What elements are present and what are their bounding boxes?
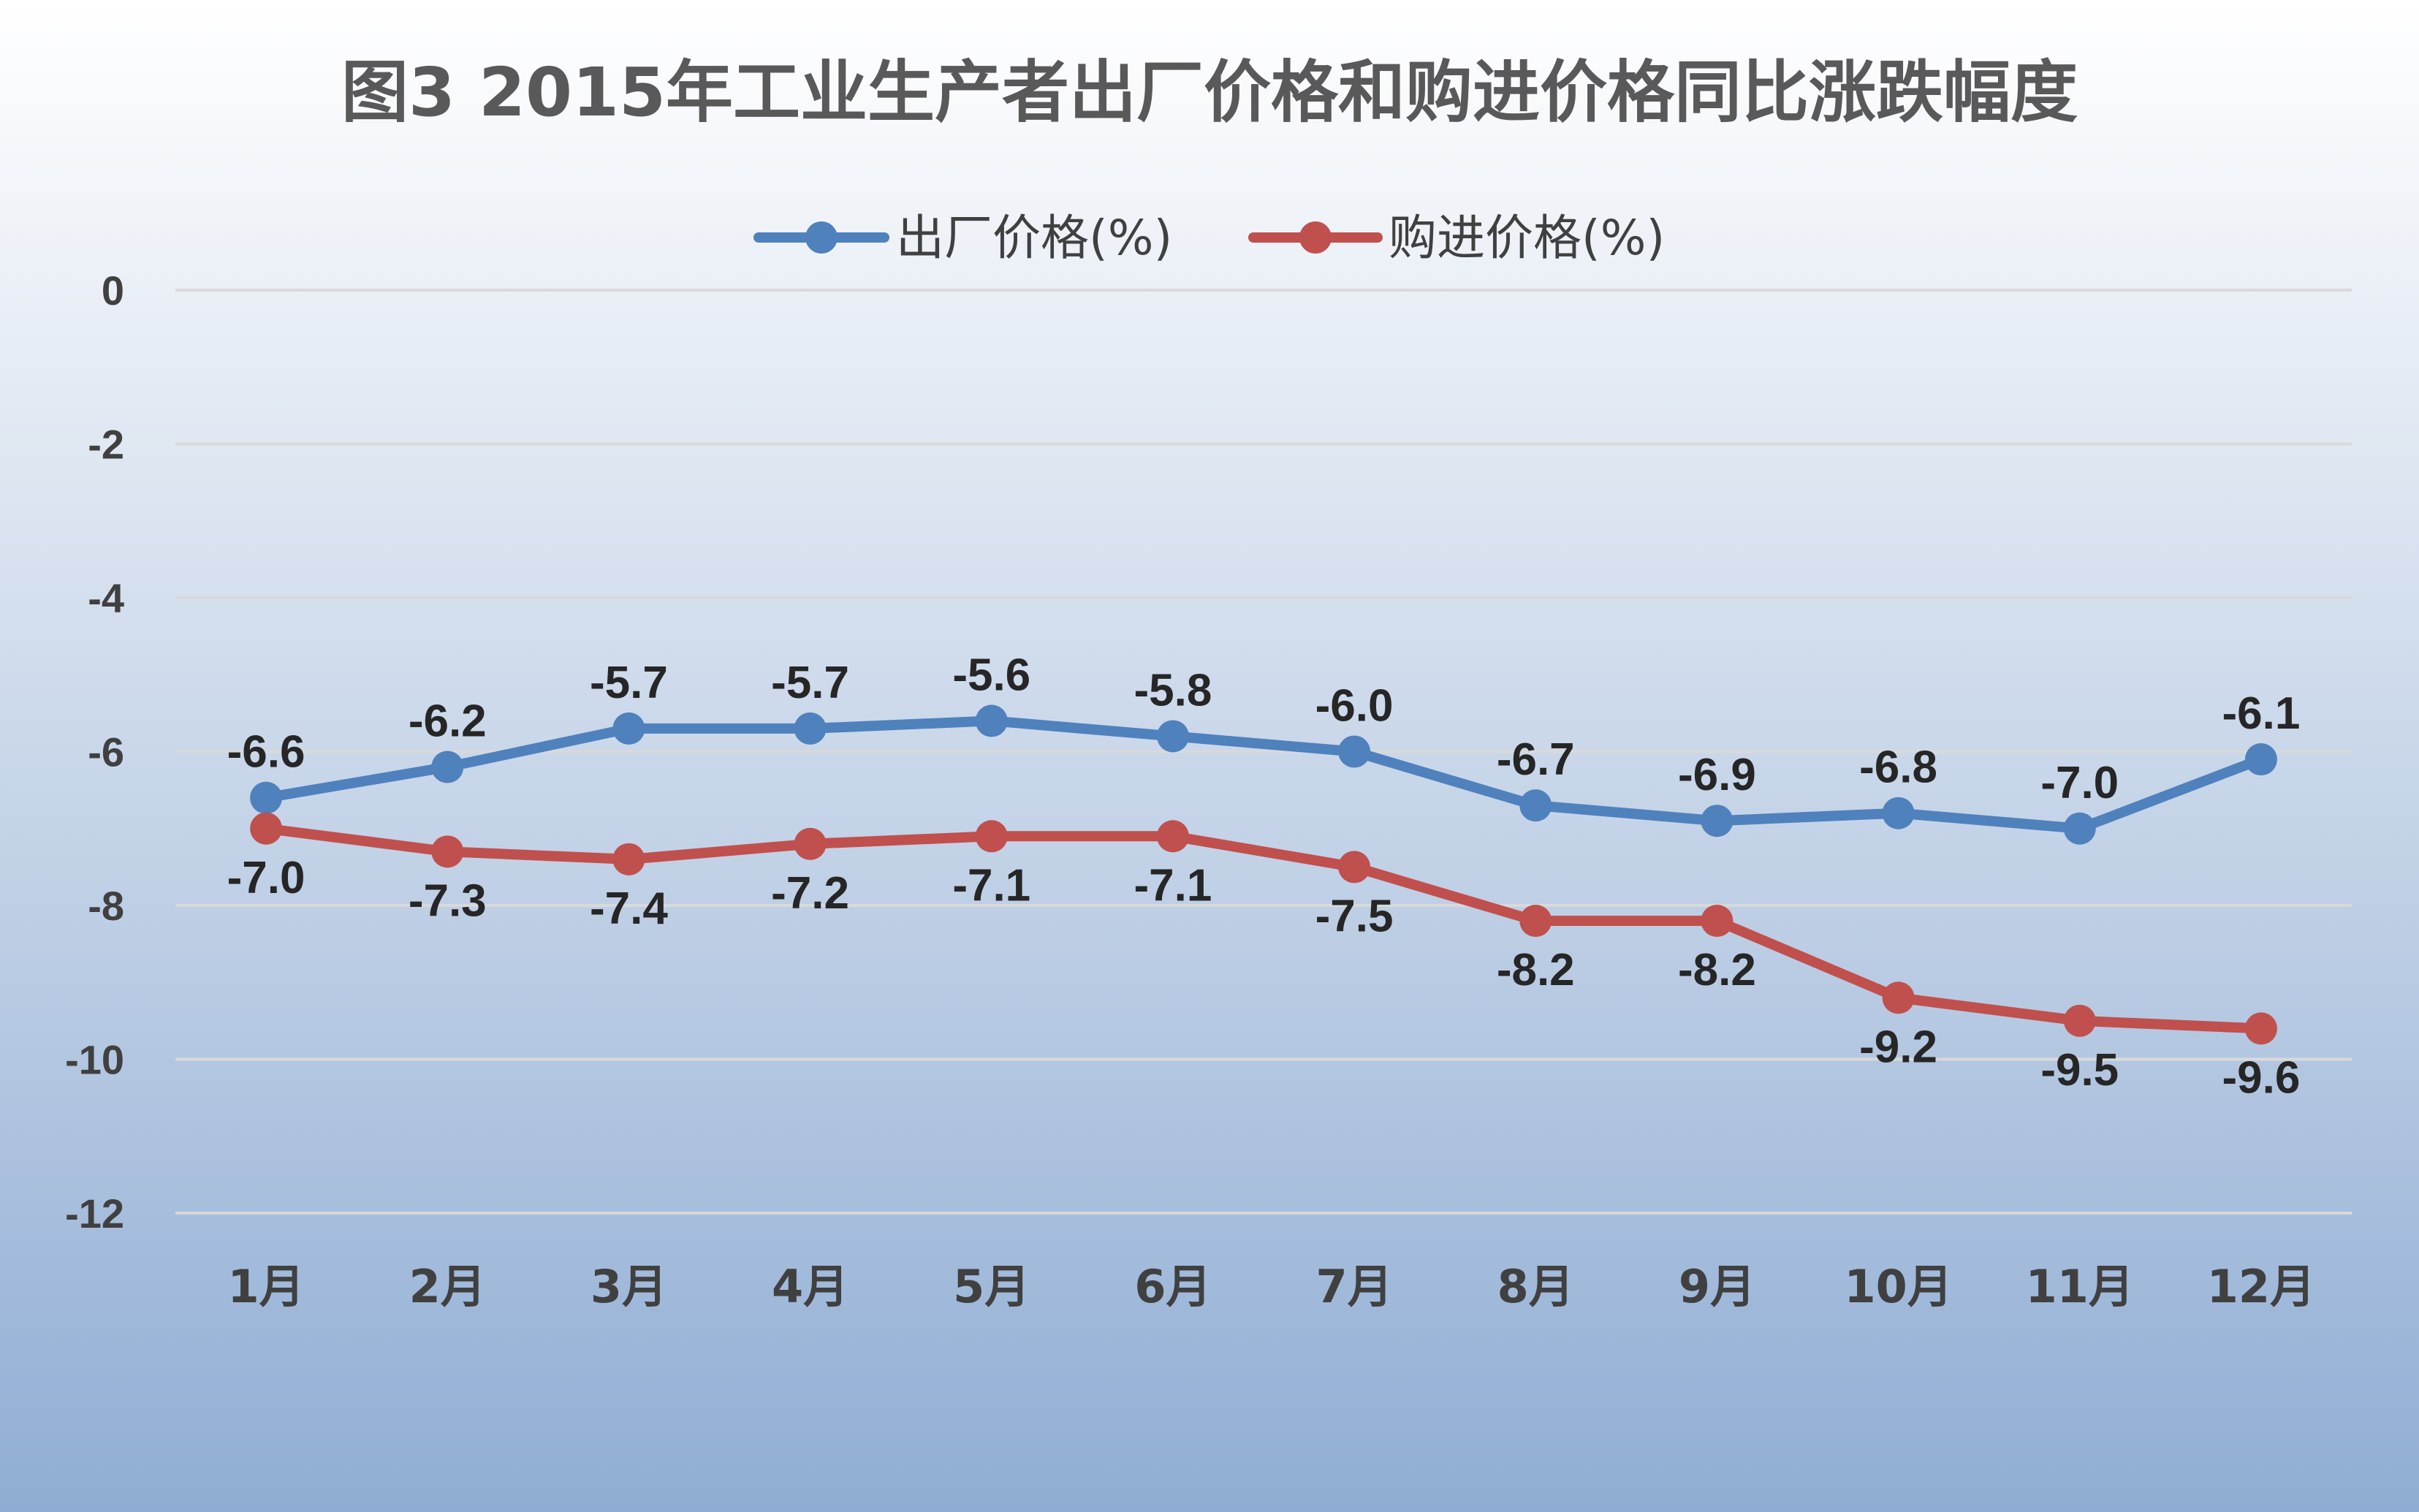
x-tick-label: 2月 <box>409 1260 486 1313</box>
data-point[interactable] <box>2244 1012 2277 1045</box>
y-tick-label: -2 <box>88 422 124 468</box>
data-point[interactable] <box>1519 905 1552 938</box>
legend: 出厂价格(%) 购进价格(%) <box>753 210 1665 266</box>
legend-label-purchase-price: 购进价格(%) <box>1389 210 1665 266</box>
series-line-0 <box>261 715 2266 834</box>
chart-title: 图3 2015年工业生产者出厂价格和购进价格同比涨跌幅度 <box>341 53 2078 132</box>
data-point[interactable] <box>794 712 827 745</box>
data-label: -8.2 <box>1678 945 1756 995</box>
series <box>250 704 2277 1045</box>
x-tick-label: 12月 <box>2207 1260 2315 1313</box>
x-tick-label: 11月 <box>2026 1260 2134 1313</box>
x-tick-label: 7月 <box>1316 1260 1393 1313</box>
x-tick-label: 8月 <box>1497 1260 1574 1313</box>
data-label: -5.7 <box>590 658 668 708</box>
data-label: -7.5 <box>1315 891 1394 941</box>
data-label: -9.5 <box>2040 1045 2119 1095</box>
data-point[interactable] <box>1882 981 1915 1014</box>
data-point[interactable] <box>2063 1004 2096 1037</box>
y-tick-label: -4 <box>88 575 124 621</box>
data-point[interactable] <box>975 704 1008 737</box>
data-labels: -6.6 -6.2 -5.7 -5.7 -5.6 -5.8 -6.0 -6.7 -6.9 -6.8… <box>227 650 2301 1103</box>
x-tick-label: 1月 <box>228 1260 305 1313</box>
data-point[interactable] <box>1519 789 1552 822</box>
x-tick-label: 10月 <box>1844 1260 1952 1313</box>
y-tick-label: -8 <box>88 883 124 929</box>
x-tick-label: 4月 <box>772 1260 848 1313</box>
legend-marker-purchase-price <box>1299 221 1332 254</box>
data-point[interactable] <box>1701 805 1733 837</box>
data-point[interactable] <box>2063 812 2096 845</box>
y-axis-ticks: 0 -2 -4 -6 -8 -10 -12 <box>65 267 124 1236</box>
data-label: -8.2 <box>1497 945 1575 995</box>
legend-marker-shipping-price <box>805 221 838 254</box>
x-axis-ticks: 1月 2月 3月 4月 5月 6月 7月 8月 9月 10月 11月 12月 <box>228 1260 2316 1313</box>
data-label: -5.8 <box>1133 665 1212 715</box>
data-point[interactable] <box>250 812 283 845</box>
data-label: -6.2 <box>409 696 487 747</box>
data-label: -5.6 <box>952 650 1030 700</box>
data-point[interactable] <box>1338 851 1371 884</box>
data-label: -6.6 <box>227 727 305 778</box>
data-point[interactable] <box>1882 797 1915 829</box>
series-line-1 <box>261 823 2266 1034</box>
data-point[interactable] <box>1156 820 1189 853</box>
data-point[interactable] <box>1701 905 1733 938</box>
data-point[interactable] <box>2244 743 2277 776</box>
data-label: -9.6 <box>2222 1052 2300 1103</box>
data-label: -6.9 <box>1678 750 1756 800</box>
y-tick-label: -12 <box>65 1190 124 1236</box>
x-tick-label: 9月 <box>1679 1260 1755 1313</box>
y-tick-label: 0 <box>102 267 124 314</box>
legend-item-shipping-price[interactable]: 出厂价格(%) <box>753 210 1172 266</box>
legend-item-purchase-price[interactable]: 购进价格(%) <box>1248 210 1665 266</box>
data-label: -6.0 <box>1315 681 1394 732</box>
data-label: -7.1 <box>952 860 1030 911</box>
x-tick-label: 6月 <box>1134 1260 1211 1313</box>
data-label: -6.7 <box>1497 734 1575 785</box>
x-tick-label: 5月 <box>953 1260 1030 1313</box>
legend-label-shipping-price: 出厂价格(%) <box>896 210 1172 266</box>
data-label: -7.4 <box>590 884 668 934</box>
data-point[interactable] <box>431 835 464 868</box>
y-tick-label: -6 <box>88 729 124 775</box>
data-label: -7.0 <box>227 853 305 903</box>
data-label: -5.7 <box>771 658 849 708</box>
data-label: -7.0 <box>2040 758 2119 808</box>
data-label: -9.2 <box>1859 1022 1937 1072</box>
data-point[interactable] <box>1156 720 1189 753</box>
data-point[interactable] <box>250 781 283 814</box>
data-point[interactable] <box>1338 735 1371 768</box>
data-label: -6.8 <box>1859 742 1937 793</box>
data-label: -7.1 <box>1133 860 1212 911</box>
data-label: -7.3 <box>409 875 487 926</box>
y-tick-label: -10 <box>65 1037 124 1083</box>
x-tick-label: 3月 <box>590 1260 667 1313</box>
data-point[interactable] <box>612 712 645 745</box>
data-point[interactable] <box>975 820 1008 853</box>
data-label: -7.2 <box>771 868 849 919</box>
data-label: -6.1 <box>2222 688 2300 739</box>
data-point[interactable] <box>431 751 464 783</box>
data-point[interactable] <box>612 843 645 875</box>
data-point[interactable] <box>794 827 827 860</box>
